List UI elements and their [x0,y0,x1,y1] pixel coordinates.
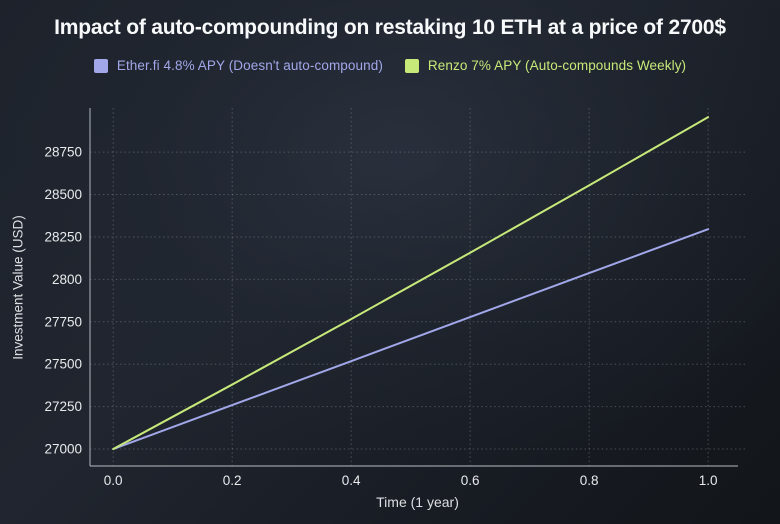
y-tick-label: 27500 [44,357,82,372]
x-axis-title: Time (1 year) [376,494,459,510]
chart-title: Impact of auto-compounding on restaking … [54,16,726,39]
y-axis-title: Investment Value (USD) [10,215,26,360]
y-tick-label: 27000 [44,442,82,457]
legend-label-renzo: Renzo 7% APY (Auto-compounds Weekly) [427,58,687,73]
legend-item-etherfi: Ether.fi 4.8% APY (Doesn't auto-compound… [93,58,383,73]
legend-item-renzo: Renzo 7% APY (Auto-compounds Weekly) [404,58,687,73]
legend-label-etherfi: Ether.fi 4.8% APY (Doesn't auto-compound… [116,58,383,73]
x-tick-label: 1.0 [699,473,718,488]
series-line-0 [112,228,710,451]
y-tick-label: 28250 [44,229,82,244]
x-tick-label: 0.0 [104,473,123,488]
x-tick-label: 0.8 [580,473,599,488]
legend-swatch-etherfi [93,58,108,73]
legend: Ether.fi 4.8% APY (Doesn't auto-compound… [0,58,780,73]
y-tick-label: 27750 [44,314,82,329]
x-tick-label: 0.6 [461,473,480,488]
legend-swatch-renzo [404,58,419,73]
y-tick-label: 28500 [44,187,82,202]
y-tick-label: 2800 [52,272,82,287]
y-tick-label: 27250 [44,399,82,414]
x-tick-label: 0.2 [223,473,242,488]
x-tick-label: 0.4 [342,473,361,488]
series-line-1 [112,116,710,451]
y-tick-label: 28750 [44,145,82,160]
